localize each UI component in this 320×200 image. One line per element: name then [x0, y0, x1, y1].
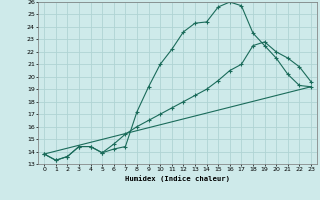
X-axis label: Humidex (Indice chaleur): Humidex (Indice chaleur): [125, 175, 230, 182]
